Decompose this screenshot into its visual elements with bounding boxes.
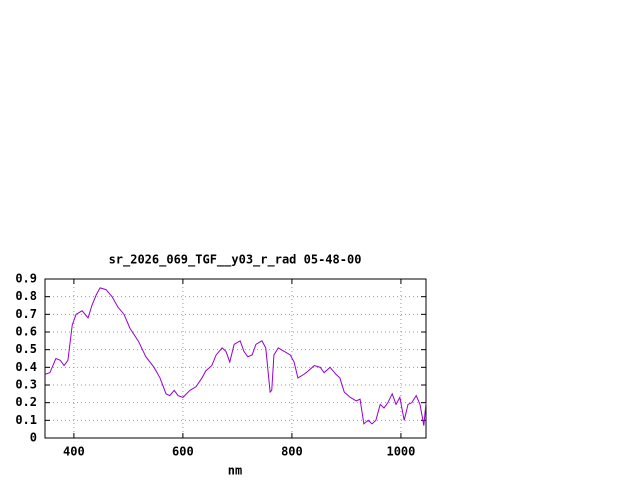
x-tick-label: 800 [281, 445, 303, 459]
y-tick-label: 0.5 [15, 342, 37, 356]
data-line [44, 287, 427, 426]
y-tick-label: 0.2 [15, 395, 37, 409]
y-tick-label: 0 [30, 431, 37, 445]
x-tick-label: 600 [172, 445, 194, 459]
x-tick-label: 1000 [386, 445, 415, 459]
x-tick-label: 400 [63, 445, 85, 459]
y-tick-label: 0.4 [15, 360, 37, 374]
chart-title: sr_2026_069_TGF__y03_r_rad 05-48-00 [109, 253, 362, 268]
y-tick-label: 0.6 [15, 325, 37, 339]
y-tick-label: 0.9 [15, 272, 37, 286]
y-tick-label: 0.3 [15, 378, 37, 392]
y-tick-label: 0.8 [15, 289, 37, 303]
y-tick-label: 0.1 [15, 413, 37, 427]
y-tick-label: 0.7 [15, 307, 37, 321]
plot-frame [44, 278, 427, 439]
x-axis-label: nm [228, 464, 242, 478]
